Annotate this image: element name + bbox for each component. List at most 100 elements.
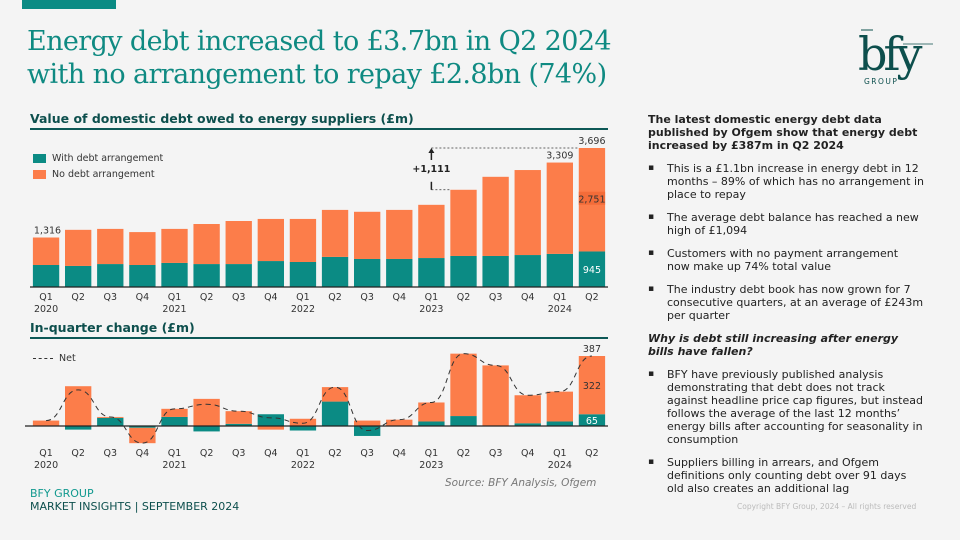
bullet-item: This is a £1.1bn increase in energy debt… xyxy=(648,162,924,201)
x-tick-label: Q3 xyxy=(489,448,503,459)
bar-with-arrangement xyxy=(514,255,541,287)
bar-with-arrangement xyxy=(578,251,606,287)
bar-no-arrangement-change xyxy=(514,395,541,424)
annotation-arrow-head xyxy=(428,148,435,153)
chart2-legend: Net xyxy=(33,353,76,364)
x-tick-label: Q3 xyxy=(232,448,246,459)
data-label-no-arrangement: 322 xyxy=(583,381,601,392)
x-tick-label: Q1 xyxy=(425,292,439,303)
x-tick-year: 2023 xyxy=(419,460,443,471)
chart2-title: In-quarter change (£m) xyxy=(30,320,608,339)
annotation-label: +1,111 xyxy=(412,164,450,175)
data-label-total: 1,316 xyxy=(34,226,61,237)
x-tick-label: Q2 xyxy=(200,292,214,303)
x-tick-label: Q4 xyxy=(264,292,278,303)
bar-with-arrangement xyxy=(257,261,284,287)
bar-with-arrangement xyxy=(321,256,349,287)
x-tick-label: Q4 xyxy=(136,448,150,459)
x-tick-year: 2024 xyxy=(548,304,572,315)
bullet-item: Customers with no payment arrangement no… xyxy=(648,247,924,273)
bar-no-arrangement-change xyxy=(418,402,445,422)
x-tick-label: Q1 xyxy=(39,292,53,303)
bar-no-arrangement xyxy=(450,189,477,256)
legend-item-no-arrangement: No debt arrangement xyxy=(33,166,163,182)
bar-with-arrangement xyxy=(129,264,156,287)
x-tick-label: Q1 xyxy=(168,292,182,303)
bar-no-arrangement-change xyxy=(354,420,381,426)
x-tick-label: Q2 xyxy=(200,448,214,459)
bullet-item: Suppliers billing in arrears, and Ofgem … xyxy=(648,456,924,495)
bar-no-arrangement-change xyxy=(482,365,509,426)
bar-with-arrangement xyxy=(65,265,92,287)
bar-no-arrangement xyxy=(129,232,156,265)
title-line-2: with no arrangement to repay £2.8bn (74%… xyxy=(27,59,607,90)
bullet-item: BFY have previously published analysis d… xyxy=(648,368,924,446)
bar-with-arrangement-change xyxy=(257,414,284,426)
bar-no-arrangement-change xyxy=(32,420,60,426)
bar-no-arrangement xyxy=(289,218,317,262)
x-tick-year: 2020 xyxy=(34,304,58,315)
bar-no-arrangement-change xyxy=(65,386,92,426)
bar-no-arrangement xyxy=(386,209,413,259)
bar-with-arrangement xyxy=(386,258,413,287)
bar-with-arrangement xyxy=(418,258,445,287)
sidebar-commentary: The latest domestic energy debt data pub… xyxy=(648,113,924,505)
bar-no-arrangement xyxy=(193,224,220,265)
bar-with-arrangement-change xyxy=(97,417,124,426)
bar-no-arrangement-change xyxy=(289,418,317,426)
x-tick-label: Q3 xyxy=(360,292,374,303)
legend-swatch-teal xyxy=(33,153,46,163)
bar-with-arrangement xyxy=(97,264,124,287)
bar-with-arrangement-change xyxy=(514,423,541,426)
x-tick-year: 2022 xyxy=(291,304,315,315)
x-tick-label: Q2 xyxy=(328,292,342,303)
x-tick-label: Q1 xyxy=(39,448,53,459)
legend-swatch-orange xyxy=(33,169,46,179)
bar-with-arrangement-change xyxy=(418,421,445,426)
bar-no-arrangement xyxy=(65,229,92,266)
bar-no-arrangement xyxy=(321,209,349,257)
bullet-list-1: This is a £1.1bn increase in energy debt… xyxy=(648,162,924,322)
legend-dash-line xyxy=(33,358,53,359)
bar-no-arrangement-change xyxy=(161,408,188,417)
x-tick-label: Q1 xyxy=(425,448,439,459)
sidebar-lead: The latest domestic energy debt data pub… xyxy=(648,113,918,152)
x-tick-label: Q2 xyxy=(457,448,471,459)
source-note: Source: BFY Analysis, Ofgem xyxy=(445,477,597,489)
footer-subtitle: MARKET INSIGHTS | SEPTEMBER 2024 xyxy=(30,500,240,513)
data-label-with-arrangement: 945 xyxy=(583,265,601,276)
legend-label: No debt arrangement xyxy=(52,168,155,180)
x-tick-label: Q3 xyxy=(232,292,246,303)
x-tick-label: Q2 xyxy=(71,448,85,459)
x-tick-label: Q2 xyxy=(585,292,599,303)
x-tick-label: Q3 xyxy=(489,292,503,303)
bar-no-arrangement xyxy=(161,228,188,263)
data-label-net: 387 xyxy=(583,344,601,355)
footer: BFY GROUP MARKET INSIGHTS | SEPTEMBER 20… xyxy=(30,487,239,513)
x-tick-label: Q2 xyxy=(585,448,599,459)
x-tick-label: Q4 xyxy=(264,448,278,459)
data-label-no-arrangement: 2,751 xyxy=(578,195,605,206)
bar-with-arrangement xyxy=(354,258,381,287)
x-tick-year: 2023 xyxy=(419,304,443,315)
bar-no-arrangement-change xyxy=(450,353,477,417)
bfy-logo: bfy GROUP xyxy=(858,27,933,86)
bar-no-arrangement xyxy=(32,237,60,265)
top-accent-bar xyxy=(22,0,116,9)
bar-no-arrangement xyxy=(225,220,252,265)
x-tick-label: Q1 xyxy=(553,448,567,459)
logo-wordmark: bfy xyxy=(858,27,922,81)
bar-with-arrangement-change xyxy=(65,426,92,430)
bar-no-arrangement-change xyxy=(578,356,606,415)
bar-no-arrangement-change xyxy=(129,427,156,444)
bar-no-arrangement-change xyxy=(257,426,284,430)
bar-with-arrangement-change xyxy=(161,416,188,426)
bar-with-arrangement xyxy=(482,255,509,287)
title-line-1: Energy debt increased to £3.7bn in Q2 20… xyxy=(27,26,612,57)
chart1-title: Value of domestic debt owed to energy su… xyxy=(30,111,608,130)
footer-company: BFY GROUP xyxy=(30,487,94,500)
x-tick-year: 2021 xyxy=(162,304,186,315)
bar-with-arrangement-change xyxy=(578,414,606,426)
legend-label: With debt arrangement xyxy=(52,152,164,164)
chart1-legend: With debt arrangement No debt arrangemen… xyxy=(33,150,163,182)
